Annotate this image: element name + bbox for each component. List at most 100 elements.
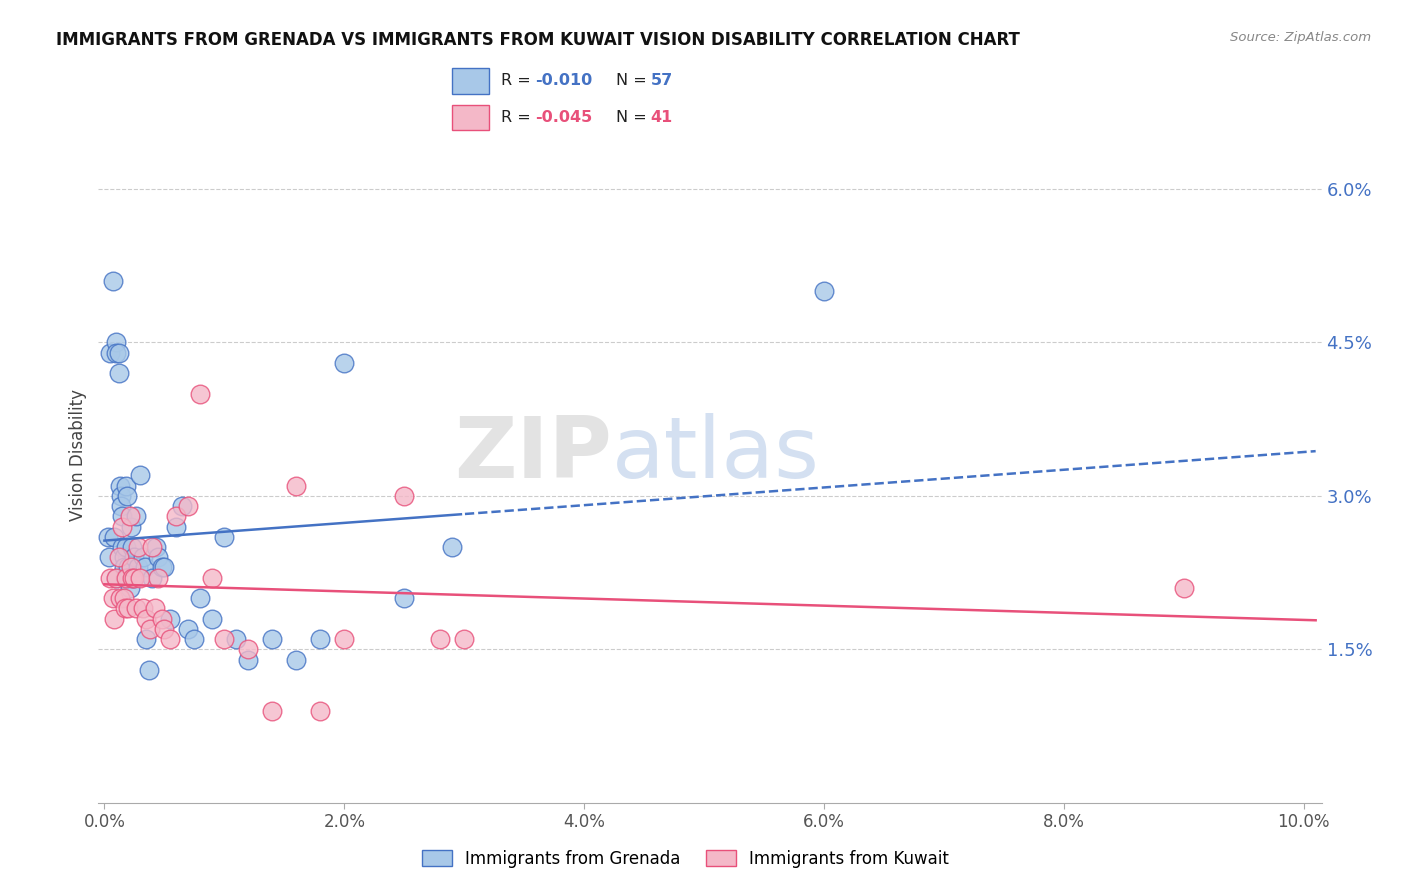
Text: 57: 57 bbox=[651, 73, 672, 88]
Point bbox=[441, 540, 464, 554]
Text: IMMIGRANTS FROM GRENADA VS IMMIGRANTS FROM KUWAIT VISION DISABILITY CORRELATION : IMMIGRANTS FROM GRENADA VS IMMIGRANTS FR… bbox=[56, 31, 1021, 49]
Point bbox=[141, 540, 163, 554]
Point bbox=[309, 704, 332, 718]
Point bbox=[101, 591, 124, 606]
Point bbox=[214, 530, 236, 544]
Point bbox=[118, 581, 141, 595]
Point bbox=[111, 540, 134, 554]
Point bbox=[108, 591, 131, 606]
Point bbox=[115, 489, 138, 503]
Point bbox=[108, 478, 131, 492]
Point bbox=[108, 550, 131, 565]
Point bbox=[201, 612, 224, 626]
Point bbox=[97, 530, 120, 544]
Point bbox=[112, 591, 135, 606]
Point bbox=[108, 366, 131, 380]
Point bbox=[225, 632, 247, 646]
Point bbox=[132, 550, 155, 565]
Point bbox=[135, 632, 157, 646]
Point bbox=[132, 601, 155, 615]
Point bbox=[143, 601, 166, 615]
Point bbox=[165, 509, 187, 524]
Point bbox=[124, 509, 146, 524]
Point bbox=[188, 591, 212, 606]
Point bbox=[453, 632, 475, 646]
Point bbox=[111, 509, 134, 524]
Point bbox=[105, 345, 128, 359]
Point bbox=[110, 489, 132, 503]
Point bbox=[165, 519, 187, 533]
Point bbox=[124, 601, 146, 615]
Point bbox=[105, 335, 128, 350]
Point bbox=[159, 612, 181, 626]
Point bbox=[117, 571, 139, 585]
Point bbox=[129, 468, 152, 483]
Point bbox=[150, 560, 173, 574]
Point bbox=[177, 499, 200, 513]
Bar bbox=[451, 105, 489, 130]
Point bbox=[110, 499, 132, 513]
Point bbox=[127, 540, 149, 554]
Point bbox=[1173, 581, 1195, 595]
Point bbox=[121, 540, 143, 554]
Point bbox=[121, 571, 143, 585]
Point bbox=[333, 632, 356, 646]
Point bbox=[138, 663, 160, 677]
Point bbox=[114, 601, 136, 615]
Point bbox=[177, 622, 200, 636]
Point bbox=[429, 632, 451, 646]
Bar bbox=[451, 69, 489, 94]
Text: 41: 41 bbox=[651, 111, 672, 126]
Text: N =: N = bbox=[616, 73, 652, 88]
Point bbox=[145, 540, 167, 554]
Point bbox=[105, 571, 128, 585]
Point bbox=[172, 499, 194, 513]
Point bbox=[148, 571, 170, 585]
Point bbox=[262, 632, 284, 646]
Point bbox=[139, 622, 162, 636]
Point bbox=[115, 478, 138, 492]
Point bbox=[333, 356, 356, 370]
Point bbox=[98, 550, 121, 565]
Point bbox=[112, 560, 135, 574]
Point bbox=[150, 612, 173, 626]
Text: -0.045: -0.045 bbox=[536, 111, 592, 126]
Point bbox=[115, 571, 138, 585]
Point bbox=[120, 560, 142, 574]
Point bbox=[813, 284, 835, 298]
Point bbox=[134, 560, 156, 574]
Text: atlas: atlas bbox=[612, 413, 820, 497]
Point bbox=[108, 345, 131, 359]
Point bbox=[238, 642, 260, 657]
Point bbox=[141, 571, 163, 585]
Point bbox=[285, 478, 308, 492]
Text: N =: N = bbox=[616, 111, 652, 126]
Point bbox=[153, 560, 176, 574]
Point bbox=[103, 612, 125, 626]
Point bbox=[392, 489, 415, 503]
Text: Source: ZipAtlas.com: Source: ZipAtlas.com bbox=[1230, 31, 1371, 45]
Y-axis label: Vision Disability: Vision Disability bbox=[69, 389, 87, 521]
Point bbox=[124, 571, 146, 585]
Point bbox=[392, 591, 415, 606]
Point bbox=[100, 571, 122, 585]
Text: R =: R = bbox=[501, 73, 536, 88]
Point bbox=[120, 519, 142, 533]
Point bbox=[129, 571, 152, 585]
Point bbox=[201, 571, 224, 585]
Point bbox=[262, 704, 284, 718]
Point bbox=[118, 509, 141, 524]
Point bbox=[105, 571, 128, 585]
Point bbox=[159, 632, 181, 646]
Point bbox=[101, 274, 124, 288]
Point bbox=[112, 550, 135, 565]
Point bbox=[309, 632, 332, 646]
Point bbox=[124, 550, 146, 565]
Point bbox=[183, 632, 205, 646]
Point bbox=[117, 560, 139, 574]
Point bbox=[214, 632, 236, 646]
Text: -0.010: -0.010 bbox=[536, 73, 592, 88]
Point bbox=[103, 530, 125, 544]
Point bbox=[117, 601, 139, 615]
Text: R =: R = bbox=[501, 111, 536, 126]
